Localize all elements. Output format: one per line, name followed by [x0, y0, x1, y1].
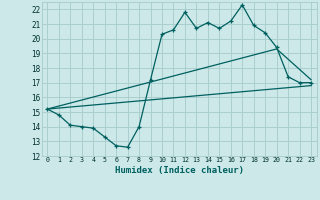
X-axis label: Humidex (Indice chaleur): Humidex (Indice chaleur): [115, 166, 244, 175]
